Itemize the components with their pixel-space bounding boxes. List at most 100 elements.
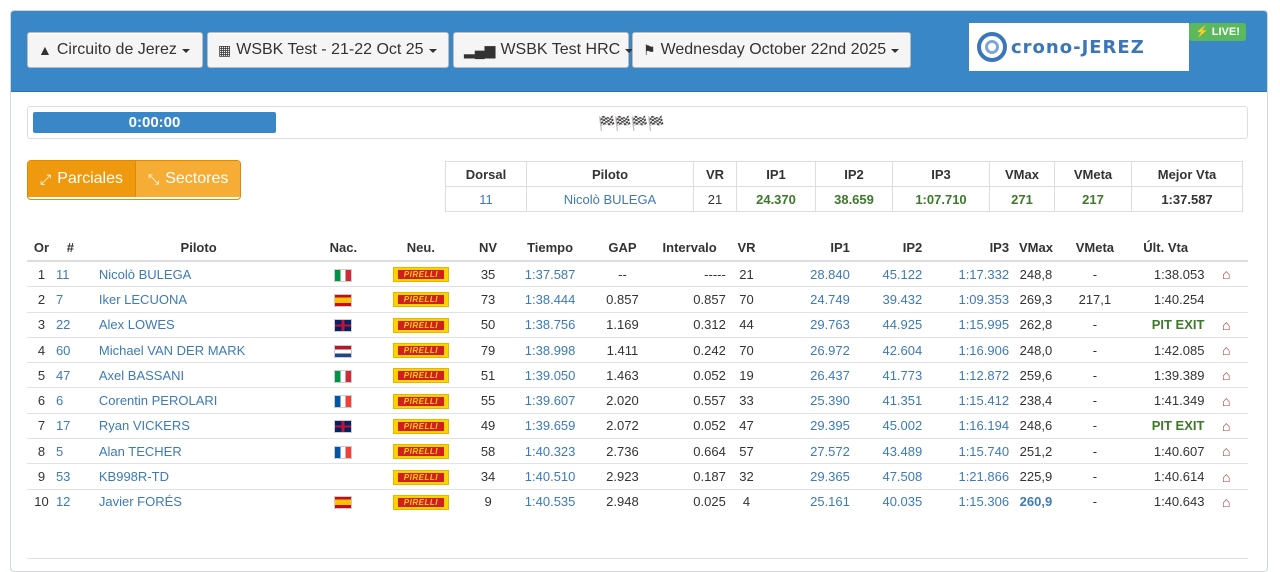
ip1-cell[interactable]: 26.972 bbox=[767, 336, 850, 363]
rider-name[interactable]: Iker LECUONA bbox=[84, 286, 313, 313]
rider-name[interactable]: Axel BASSANI bbox=[84, 362, 313, 388]
ip1-cell[interactable]: 28.840 bbox=[767, 260, 850, 287]
rider-number[interactable]: 11 bbox=[55, 260, 85, 287]
time-cell[interactable]: 1:40.510 bbox=[508, 463, 592, 490]
date-dropdown-label: Wednesday October 22nd 2025 bbox=[660, 41, 887, 58]
ip2-cell[interactable]: 43.489 bbox=[849, 438, 923, 464]
ip2-cell[interactable]: 47.508 bbox=[849, 463, 923, 490]
ip3-cell[interactable]: 1:09.353 bbox=[922, 286, 1010, 313]
ip2-cell[interactable]: 41.773 bbox=[849, 362, 923, 388]
nationality-cell bbox=[312, 286, 375, 313]
ip1-cell[interactable]: 25.390 bbox=[767, 387, 850, 414]
flag-ita-icon bbox=[334, 369, 353, 383]
home-icon[interactable]: ⌂ bbox=[1221, 392, 1231, 409]
ip1-cell[interactable]: 25.161 bbox=[767, 488, 850, 514]
session-dropdown[interactable]: ▂▄▆ WSBK Test HRC bbox=[453, 32, 634, 68]
home-icon[interactable]: ⌂ bbox=[1221, 493, 1231, 510]
vr-cell: 47 bbox=[725, 412, 768, 439]
rider-number[interactable]: 6 bbox=[55, 387, 85, 414]
col-intervalo: Intervalo bbox=[653, 234, 726, 262]
time-cell[interactable]: 1:38.998 bbox=[508, 336, 592, 363]
circuit-dropdown[interactable]: ▲ Circuito de Jerez bbox=[27, 32, 203, 68]
date-dropdown[interactable]: ⚑ Wednesday October 22nd 2025 bbox=[632, 32, 911, 68]
event-dropdown[interactable]: ▦ WSBK Test - 21-22 Oct 25 bbox=[207, 32, 449, 68]
ip3-cell[interactable]: 1:17.332 bbox=[922, 260, 1010, 287]
bolt-icon: ⚡ bbox=[1195, 26, 1209, 38]
rider-number[interactable]: 22 bbox=[55, 311, 85, 338]
ip2-cell[interactable]: 45.002 bbox=[849, 412, 923, 439]
ip3-cell[interactable]: 1:15.995 bbox=[922, 311, 1010, 338]
ip3-cell[interactable]: 1:15.740 bbox=[922, 438, 1010, 464]
ip3-cell[interactable]: 1:21.866 bbox=[922, 463, 1010, 490]
rider-name[interactable]: Ryan VICKERS bbox=[84, 412, 313, 439]
interval-cell: 0.664 bbox=[653, 438, 726, 464]
home-icon[interactable]: ⌂ bbox=[1221, 468, 1231, 485]
ip1-cell[interactable]: 24.749 bbox=[767, 286, 850, 313]
divider bbox=[27, 558, 1248, 559]
ip3-cell[interactable]: 1:15.412 bbox=[922, 387, 1010, 414]
ip1-cell[interactable]: 29.763 bbox=[767, 311, 850, 338]
summary-vmax: 271 bbox=[989, 186, 1055, 212]
rider-name[interactable]: KB998R-TD bbox=[84, 463, 313, 490]
ip3-cell[interactable]: 1:16.906 bbox=[922, 336, 1010, 363]
summary-piloto[interactable]: Nicolò BULEGA bbox=[526, 186, 694, 212]
vr-cell: 70 bbox=[725, 336, 768, 363]
summary-header-ip2: IP2 bbox=[815, 161, 893, 187]
ip1-cell[interactable]: 26.437 bbox=[767, 362, 850, 388]
home-icon[interactable]: ⌂ bbox=[1221, 443, 1231, 460]
vmax-cell: 260,9 bbox=[1009, 488, 1063, 514]
ip2-cell[interactable]: 39.432 bbox=[849, 286, 923, 313]
caret-down-icon bbox=[625, 49, 634, 53]
gap-cell: 1.411 bbox=[591, 336, 654, 363]
time-cell[interactable]: 1:37.587 bbox=[508, 260, 592, 287]
rider-number[interactable]: 60 bbox=[55, 336, 85, 363]
time-cell[interactable]: 1:38.756 bbox=[508, 311, 592, 338]
rider-number[interactable]: 17 bbox=[55, 412, 85, 439]
rider-number[interactable]: 53 bbox=[55, 463, 85, 490]
time-cell[interactable]: 1:39.659 bbox=[508, 412, 592, 439]
rider-name[interactable]: Michael VAN DER MARK bbox=[84, 336, 313, 363]
ip2-cell[interactable]: 45.122 bbox=[849, 260, 923, 287]
ip1-cell[interactable]: 29.395 bbox=[767, 412, 850, 439]
partials-button[interactable]: ⤢ Parciales bbox=[28, 161, 137, 197]
vmeta-cell: - bbox=[1062, 362, 1127, 388]
rider-name[interactable]: Alan TECHER bbox=[84, 438, 313, 464]
time-cell[interactable]: 1:39.607 bbox=[508, 387, 592, 414]
summary-best-lap: 1:37.587 bbox=[1131, 186, 1243, 212]
ip1-cell[interactable]: 27.572 bbox=[767, 438, 850, 464]
flag-esp-icon bbox=[334, 496, 353, 510]
rider-name[interactable]: Alex LOWES bbox=[84, 311, 313, 338]
tyre-cell: PIRELLI bbox=[374, 286, 468, 313]
vr-cell: 33 bbox=[725, 387, 768, 414]
rider-number[interactable]: 5 bbox=[55, 438, 85, 464]
summary-dorsal[interactable]: 11 bbox=[445, 186, 527, 212]
rider-number[interactable]: 47 bbox=[55, 362, 85, 388]
rider-name[interactable]: Nicolò BULEGA bbox=[84, 260, 313, 287]
home-icon[interactable]: ⌂ bbox=[1221, 367, 1231, 384]
ip3-cell[interactable]: 1:15.306 bbox=[922, 488, 1010, 514]
time-cell[interactable]: 1:40.323 bbox=[508, 438, 592, 464]
rider-name[interactable]: Corentin PEROLARI bbox=[84, 387, 313, 414]
time-cell[interactable]: 1:40.535 bbox=[508, 488, 592, 514]
sectors-button[interactable]: ⤡ Sectores bbox=[136, 161, 241, 197]
ip3-cell[interactable]: 1:16.194 bbox=[922, 412, 1010, 439]
time-cell[interactable]: 1:39.050 bbox=[508, 362, 592, 388]
home-icon[interactable]: ⌂ bbox=[1221, 266, 1231, 283]
rider-name[interactable]: Javier FORÉS bbox=[84, 488, 313, 514]
gap-cell: 2.923 bbox=[591, 463, 654, 490]
home-icon[interactable]: ⌂ bbox=[1221, 316, 1231, 333]
col-vmax: VMax bbox=[1009, 234, 1063, 262]
ip3-cell[interactable]: 1:12.872 bbox=[922, 362, 1010, 388]
ip2-cell[interactable]: 40.035 bbox=[849, 488, 923, 514]
rider-number[interactable]: 12 bbox=[55, 488, 85, 514]
rider-number[interactable]: 7 bbox=[55, 286, 85, 313]
ip2-cell[interactable]: 44.925 bbox=[849, 311, 923, 338]
home-icon[interactable]: ⌂ bbox=[1221, 417, 1231, 434]
ip2-cell[interactable]: 42.604 bbox=[849, 336, 923, 363]
time-cell[interactable]: 1:38.444 bbox=[508, 286, 592, 313]
home-icon[interactable]: ⌂ bbox=[1221, 342, 1231, 359]
actions-cell: ⌂ bbox=[1204, 311, 1248, 338]
signal-icon: ▂▄▆ bbox=[464, 41, 496, 58]
ip2-cell[interactable]: 41.351 bbox=[849, 387, 923, 414]
ip1-cell[interactable]: 29.365 bbox=[767, 463, 850, 490]
